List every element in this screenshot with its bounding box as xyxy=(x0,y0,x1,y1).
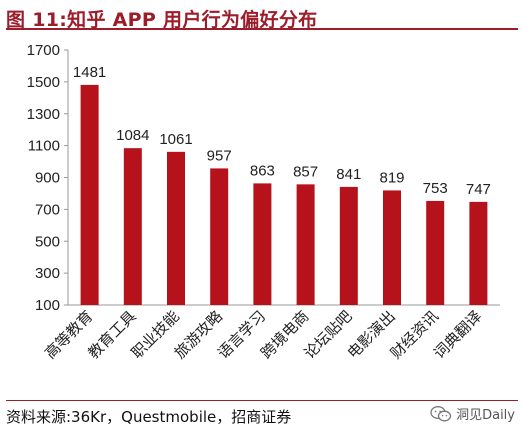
data-label: 957 xyxy=(207,147,232,164)
bar xyxy=(426,200,445,305)
y-tick-label: 700 xyxy=(35,201,60,218)
data-label: 1084 xyxy=(116,127,149,144)
bar xyxy=(253,183,272,305)
bar-chart: 10030050070090011001300150017001481高等教育1… xyxy=(27,42,500,362)
figure-title: 图 11:知乎 APP 用户行为偏好分布 xyxy=(6,9,318,31)
data-label: 841 xyxy=(336,166,361,183)
y-tick-label: 900 xyxy=(35,170,60,187)
data-label: 753 xyxy=(423,180,448,197)
bar xyxy=(123,148,142,305)
bar xyxy=(469,201,488,305)
figure-title-bar: 图 11:知乎 APP 用户行为偏好分布 xyxy=(6,4,518,31)
data-label: 747 xyxy=(466,181,491,198)
y-tick-label: 1500 xyxy=(27,74,60,91)
bar xyxy=(167,151,185,305)
footer-divider xyxy=(6,400,518,401)
bar xyxy=(80,84,99,305)
y-tick-label: 1100 xyxy=(28,138,60,155)
data-label: 857 xyxy=(293,163,318,180)
data-label: 1061 xyxy=(159,131,192,148)
wechat-icon xyxy=(430,405,452,421)
watermark: 洞见Daily xyxy=(430,404,515,423)
data-label: 863 xyxy=(250,162,275,179)
y-tick-label: 500 xyxy=(35,233,60,250)
y-tick-label: 100 xyxy=(35,297,60,314)
source-note: 资料来源:36Kr，Questmobile，招商证券 xyxy=(6,408,292,426)
data-label: 1481 xyxy=(73,64,106,81)
bar xyxy=(383,190,401,305)
bar xyxy=(210,168,229,305)
y-tick-label: 300 xyxy=(35,265,60,282)
category-label: 词典翻译 xyxy=(430,307,485,362)
data-label: 819 xyxy=(379,169,404,186)
watermark-text: 洞见Daily xyxy=(456,408,515,423)
y-tick-label: 1700 xyxy=(27,42,60,59)
bar xyxy=(296,184,315,305)
bar xyxy=(339,186,358,305)
chart-area: 100 300 500 700 900 1100 1300 1500 1700 1481 高等教育 1… xyxy=(0,34,525,399)
y-tick-label: 1300 xyxy=(27,106,60,123)
